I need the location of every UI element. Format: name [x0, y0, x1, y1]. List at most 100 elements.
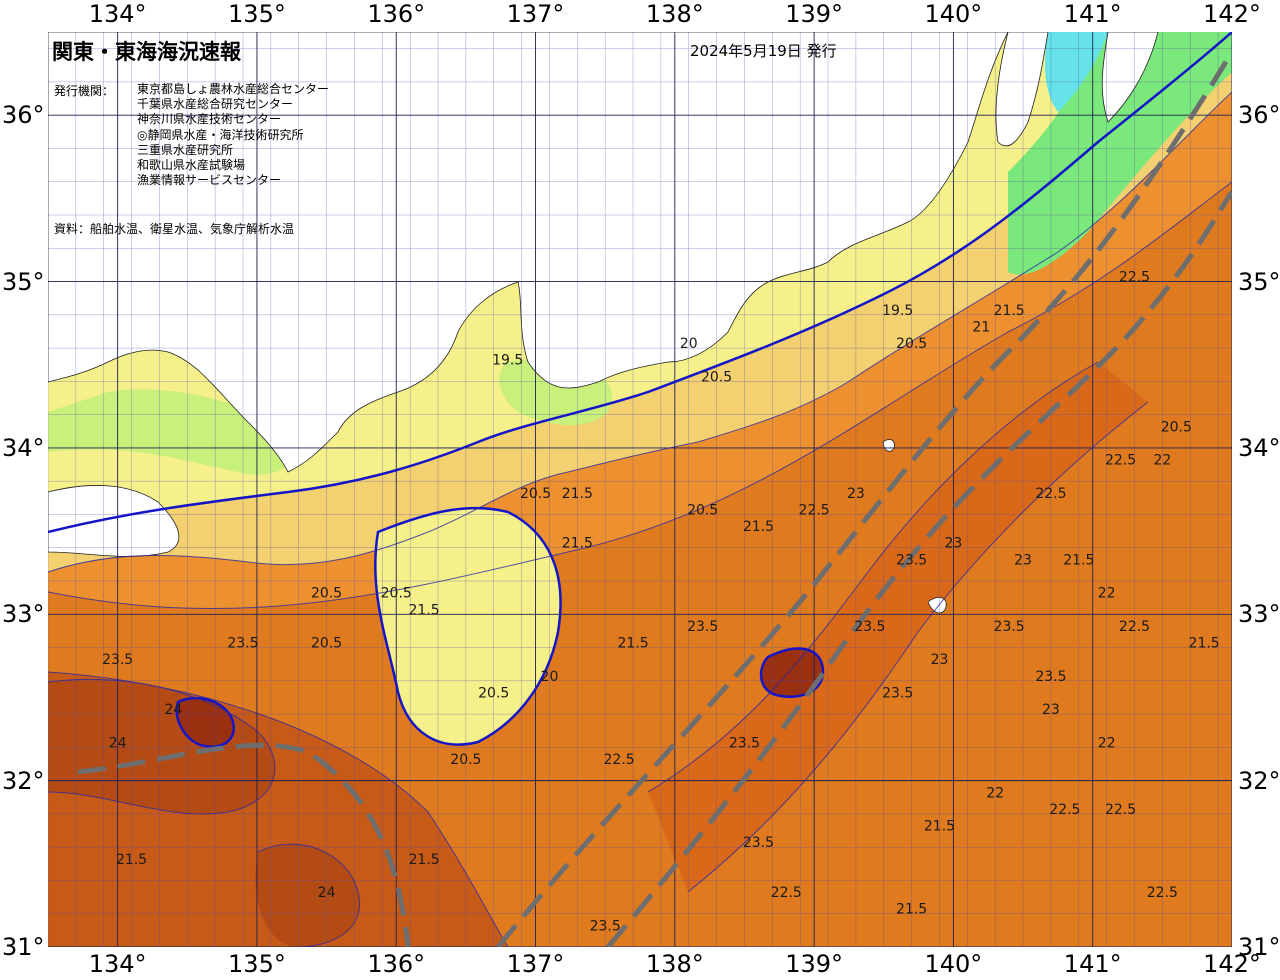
- temperature-label: 22: [1098, 586, 1116, 602]
- fine-grid: [48, 32, 1232, 947]
- temperature-label: 20.5: [311, 586, 342, 602]
- temperature-label: 21: [972, 319, 990, 335]
- longitude-label: 136°: [367, 950, 426, 978]
- longitude-label: 137°: [506, 950, 565, 978]
- temperature-label: 20.5: [520, 486, 551, 502]
- temperature-labels: 19.520.52020.519.52121.522.520.522.522.5…: [102, 270, 1220, 935]
- temperature-label: 19.5: [882, 303, 913, 319]
- institutions-label: 発行機関：: [54, 84, 115, 98]
- temperature-label: 20.5: [896, 336, 927, 352]
- cool-tongue-zone: [375, 508, 561, 745]
- longitude-label: 140°: [924, 950, 983, 978]
- longitude-label: 135°: [228, 950, 286, 978]
- shikoku-land: [48, 485, 180, 557]
- longitude-label: 139°: [785, 950, 844, 978]
- institution-item: 東京都島しょ農林水産総合センター: [137, 82, 330, 96]
- map-title: 関東・東海海況速報: [52, 40, 241, 64]
- temperature-label: 23.5: [854, 619, 885, 635]
- longitude-label: 139°: [785, 0, 844, 28]
- temperature-label: 21.5: [617, 636, 648, 652]
- map-canvas: 19.520.52020.519.52121.522.520.522.522.5…: [48, 32, 1232, 947]
- temperature-label: 22.5: [799, 502, 830, 518]
- longitude-label: 142°: [1203, 0, 1261, 28]
- temperature-label: 23.5: [743, 835, 774, 851]
- temperature-label: 21.5: [409, 602, 440, 618]
- temperature-label: 20.5: [450, 752, 481, 768]
- temperature-label: 22: [1153, 453, 1171, 469]
- longitude-label: 141°: [1063, 0, 1122, 28]
- longitude-label: 137°: [506, 0, 565, 28]
- temperature-label: 21.5: [743, 519, 774, 535]
- temperature-label: 23.5: [102, 652, 133, 668]
- temperature-label: 21.5: [896, 902, 927, 918]
- institution-item: ◎静岡県水産・海洋技術研究所: [137, 127, 304, 142]
- temperature-label: 21.5: [116, 852, 147, 868]
- temperature-label: 23.5: [1035, 669, 1066, 685]
- longitude-label: 134°: [88, 950, 147, 978]
- latitude-label: 36°: [1238, 101, 1280, 130]
- longitude-label: 142°: [1203, 950, 1261, 978]
- honshu-land: [48, 32, 1009, 473]
- institution-item: 三重県水産研究所: [137, 142, 234, 157]
- temperature-label: 22: [986, 785, 1004, 801]
- latitude-label: 33°: [1238, 600, 1280, 629]
- temperature-label: 24: [318, 885, 336, 901]
- longitude-label: 134°: [88, 0, 147, 28]
- latitude-label: 35°: [1238, 267, 1280, 296]
- temperature-label: 21.5: [1189, 636, 1220, 652]
- tokyo-bay-cold: [1045, 32, 1108, 112]
- latitude-label: 34°: [1238, 433, 1280, 462]
- temperature-label: 22.5: [1105, 453, 1136, 469]
- longitude-label: 141°: [1063, 950, 1122, 978]
- sea-surface-temperature-map[interactable]: 19.5 20.5 20 20.5 19.5 21 21.5 22.5 20.5 22.5 22.5…: [48, 32, 1232, 947]
- boso-peninsula: [1101, 32, 1159, 123]
- latitude-label: 33°: [2, 600, 45, 629]
- temperature-label: 23: [1042, 702, 1060, 718]
- hot-spot-core: [761, 648, 823, 697]
- kanto-coast-cool: [1008, 32, 1232, 275]
- temperature-label: 22.5: [771, 885, 802, 901]
- temperature-label: 23.5: [687, 619, 718, 635]
- temperature-label: 21.5: [994, 303, 1025, 319]
- temperature-label: 22.5: [1119, 270, 1150, 286]
- temperature-label: 20: [680, 336, 698, 352]
- latitude-label: 36°: [2, 101, 45, 130]
- latitude-label: 32°: [1238, 766, 1280, 795]
- temperature-label: 21.5: [409, 852, 440, 868]
- longitude-label: 140°: [924, 0, 983, 28]
- temperature-label: 20.5: [687, 502, 718, 518]
- institution-item: 漁業情報サービスセンター: [137, 173, 282, 188]
- temperature-label: 23: [847, 486, 865, 502]
- longitude-label: 136°: [367, 0, 426, 28]
- temperature-label: 20: [541, 669, 559, 685]
- temperature-label: 23.5: [896, 552, 927, 568]
- graticule: [48, 32, 1232, 947]
- data-source-note: 資料：船舶水温、衛星水温、気象庁解析水温: [54, 222, 295, 236]
- kuroshio-path-offshore: [606, 190, 1232, 947]
- longitude-label: 138°: [645, 950, 704, 978]
- temperature-label: 23.5: [729, 735, 760, 751]
- temperature-label: 23: [931, 652, 949, 668]
- temperature-label: 22.5: [1105, 802, 1136, 818]
- temperature-label: 20.5: [478, 685, 509, 701]
- isotherm-minor-contours: [48, 91, 1232, 947]
- longitude-label: 135°: [228, 0, 286, 28]
- temperature-label: 20.5: [701, 369, 732, 385]
- latitude-label: 32°: [2, 766, 45, 795]
- issue-date: 2024年5月19日 発行: [690, 42, 837, 60]
- land-areas: [48, 32, 1159, 614]
- hot-spot-west: [176, 698, 234, 747]
- miura-peninsula: [995, 32, 1049, 147]
- isotherm-20-tongue: [374, 506, 562, 746]
- latitude-label: 31°: [1238, 933, 1280, 961]
- temperature-label: 21.5: [562, 536, 593, 552]
- isotherm-20: [48, 32, 1232, 534]
- temperature-label: 19.5: [492, 353, 523, 369]
- temperature-label: 23.5: [590, 918, 621, 934]
- temperature-label: 23: [944, 536, 962, 552]
- temperature-label: 22.5: [1119, 619, 1150, 635]
- temperature-label: 22.5: [1049, 802, 1080, 818]
- kuroshio-path: [77, 50, 1232, 947]
- temperature-label: 23: [1014, 552, 1032, 568]
- temperature-label: 21.5: [562, 486, 593, 502]
